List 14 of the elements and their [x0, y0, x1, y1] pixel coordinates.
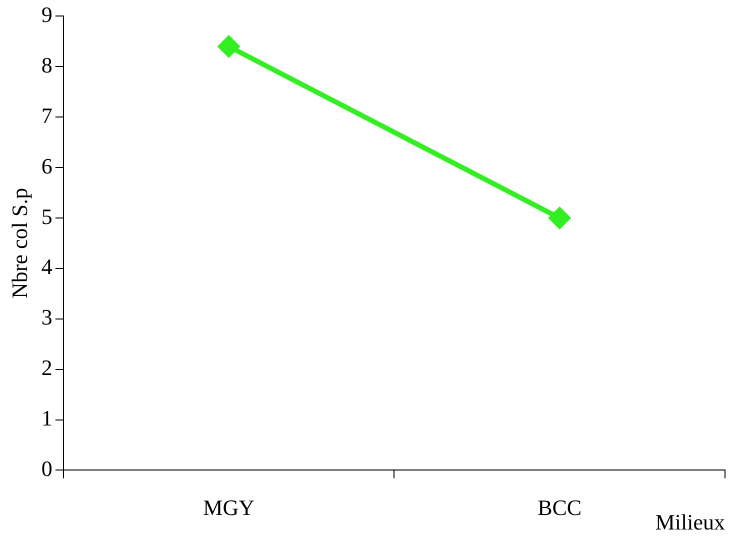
- y-axis-title: Nbre col S.p: [6, 188, 32, 298]
- y-tick-label: 3: [41, 304, 52, 330]
- x-tick-label: MGY: [203, 495, 255, 520]
- y-tick-label: 2: [41, 355, 52, 380]
- y-tick-label: 9: [41, 2, 52, 27]
- y-tick-label: 1: [41, 406, 52, 431]
- y-tick-label: 6: [41, 153, 52, 178]
- y-tick-label: 7: [41, 102, 52, 128]
- y-tick-label: 0: [41, 456, 52, 481]
- x-tick-label: BCC: [538, 495, 582, 520]
- y-tick-label: 8: [41, 52, 52, 78]
- y-tick-label: 5: [41, 204, 52, 229]
- y-tick-label: 4: [41, 254, 52, 280]
- x-axis-title: Milieux: [655, 510, 725, 535]
